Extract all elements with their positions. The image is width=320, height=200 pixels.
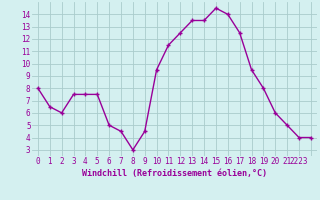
X-axis label: Windchill (Refroidissement éolien,°C): Windchill (Refroidissement éolien,°C) [82,169,267,178]
